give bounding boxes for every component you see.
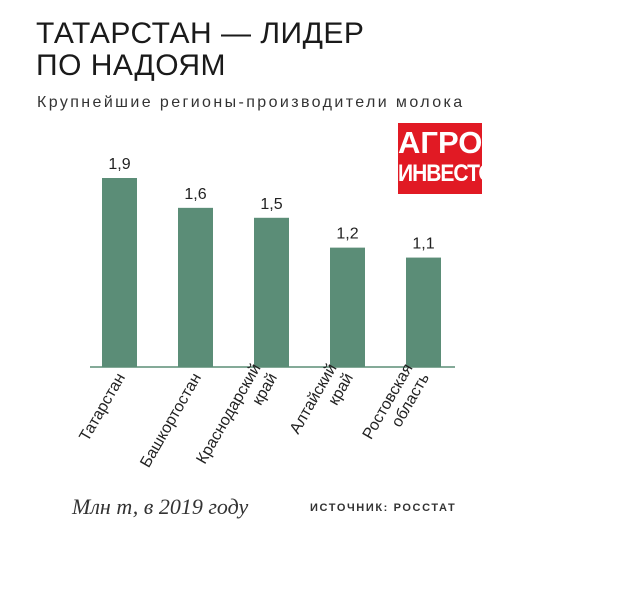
value-label-5: 1,1 bbox=[412, 236, 434, 253]
bar-2 bbox=[178, 207, 213, 367]
bar-1 bbox=[102, 178, 137, 367]
value-label-4: 1,2 bbox=[336, 226, 358, 243]
value-label-3: 1,5 bbox=[260, 196, 282, 213]
category-label-1: Татарстан bbox=[77, 371, 129, 445]
source-note: ИСТОЧНИК: РОССТАТ bbox=[310, 502, 457, 514]
bar-5 bbox=[406, 257, 441, 367]
bars-group bbox=[102, 178, 441, 367]
category-label-line: Татарстан bbox=[77, 371, 129, 445]
chart-subtitle: Крупнейшие регионы-производители молока bbox=[37, 94, 465, 111]
value-label-1: 1,9 bbox=[108, 156, 130, 173]
value-labels-group: 1,9 1,6 1,5 1,2 1,1 bbox=[108, 156, 434, 253]
logo-line-1: АГРО bbox=[398, 125, 483, 160]
bar-3 bbox=[254, 217, 289, 367]
bar-4 bbox=[330, 247, 365, 367]
chart-title: ТАТАРСТАН — ЛИДЕР ПО НАДОЯМ bbox=[36, 17, 365, 82]
unit-note: Млн т, в 2019 году bbox=[72, 494, 249, 519]
value-label-2: 1,6 bbox=[184, 186, 206, 203]
category-label-line: Краснодарский bbox=[194, 361, 265, 467]
